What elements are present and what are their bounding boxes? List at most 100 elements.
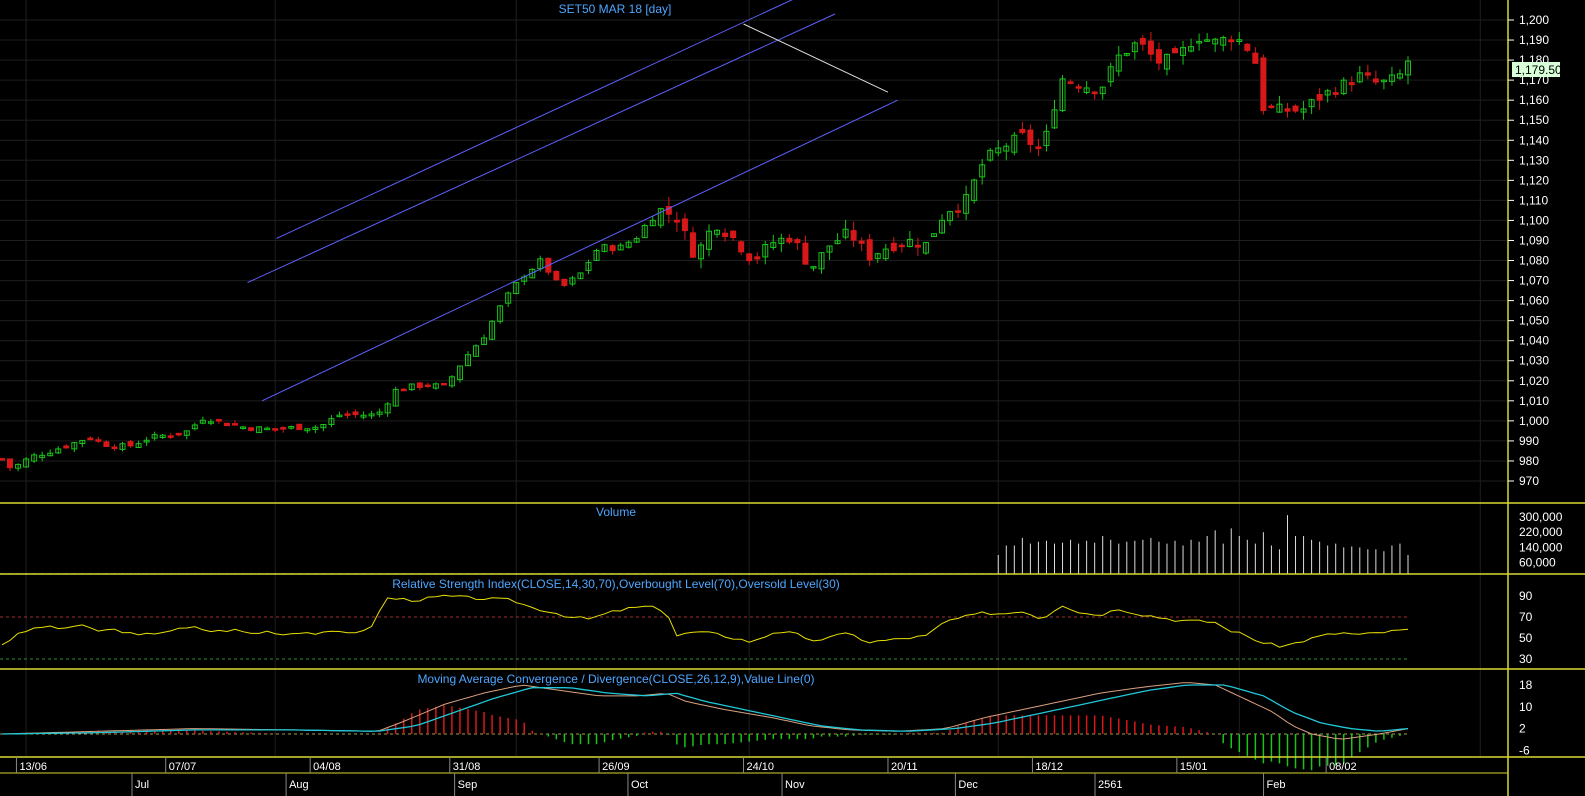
candle-body xyxy=(1091,91,1098,95)
price-tick-label: 1,100 xyxy=(1519,213,1549,227)
candle-body xyxy=(810,266,817,269)
volume-panel-title: Volume xyxy=(596,505,636,519)
candle-body xyxy=(577,272,584,280)
day-label: 31/08 xyxy=(453,761,481,773)
candle-body xyxy=(1075,86,1082,89)
candle-body xyxy=(432,383,439,389)
candle-body xyxy=(456,365,463,381)
candle-body xyxy=(890,242,897,252)
volume-tick-label: 140,000 xyxy=(1519,540,1563,554)
candle-body xyxy=(553,270,560,281)
candle-body xyxy=(1035,146,1042,150)
candle-body xyxy=(1276,103,1283,113)
candle-body xyxy=(786,237,793,243)
candle-body xyxy=(738,241,745,253)
candle-body xyxy=(191,424,198,430)
candle-body xyxy=(0,458,5,461)
price-tick-label: 980 xyxy=(1519,454,1539,468)
candle-body xyxy=(448,376,455,387)
price-tick-label: 1,120 xyxy=(1519,173,1549,187)
price-tick-label: 1,040 xyxy=(1519,334,1549,348)
channel-lower-line xyxy=(261,99,898,402)
rsi-line xyxy=(1,594,1409,648)
candle-body xyxy=(1139,37,1146,45)
candle-body xyxy=(770,242,777,248)
candle-body xyxy=(714,229,721,235)
candle-body xyxy=(1196,41,1203,44)
candle-body xyxy=(681,218,688,232)
price-tick-label: 1,130 xyxy=(1519,153,1549,167)
candle-body xyxy=(673,219,680,223)
candle-body xyxy=(617,244,624,251)
candle-body xyxy=(971,179,978,201)
candle-body xyxy=(481,337,488,345)
candle-body xyxy=(352,411,359,416)
month-label: Sep xyxy=(458,779,478,791)
candle-body xyxy=(143,439,150,443)
rsi-tick-label: 90 xyxy=(1519,589,1533,603)
macd-panel-title: Moving Average Convergence / Divergence(… xyxy=(417,672,814,686)
volume-panel xyxy=(1,515,1409,574)
candle-body xyxy=(183,430,190,436)
price-tick-label: 1,110 xyxy=(1519,193,1548,207)
candle-body xyxy=(15,463,22,469)
candle-body xyxy=(47,452,54,457)
candle-body xyxy=(31,454,38,462)
macd-panel xyxy=(0,682,1409,771)
candle-body xyxy=(1364,72,1371,76)
month-label: Aug xyxy=(289,779,309,791)
candle-body xyxy=(1244,43,1251,51)
channel-upper-line xyxy=(276,0,793,239)
month-label: 2561 xyxy=(1098,779,1122,791)
candle-body xyxy=(473,345,480,357)
candle-body xyxy=(328,418,335,425)
candle-body xyxy=(858,240,865,244)
volume-tick-label: 220,000 xyxy=(1519,525,1563,539)
candle-body xyxy=(1155,49,1162,64)
candle-body xyxy=(625,241,632,248)
candle-body xyxy=(1324,90,1331,96)
candle-body xyxy=(1332,92,1339,95)
day-label: 18/12 xyxy=(1035,761,1063,773)
candle-body xyxy=(135,443,142,448)
day-label: 07/07 xyxy=(169,761,197,773)
macd-tick-label: 10 xyxy=(1519,700,1533,714)
candle-body xyxy=(336,414,343,418)
candle-body xyxy=(264,427,271,431)
price-panel-title: SET50 MAR 18 [day] xyxy=(559,2,672,16)
signal-line xyxy=(1,684,1409,735)
candle-body xyxy=(1011,134,1018,153)
price-tick-label: 1,010 xyxy=(1519,394,1549,408)
day-label: 04/08 xyxy=(313,761,341,773)
candle-body xyxy=(689,232,696,258)
candle-body xyxy=(1212,38,1219,45)
price-tick-label: 1,020 xyxy=(1519,374,1549,388)
price-tick-label: 1,060 xyxy=(1519,294,1549,308)
candle-body xyxy=(1300,108,1307,113)
macd-tick-label: 2 xyxy=(1519,722,1526,736)
candle-body xyxy=(778,237,785,244)
last-price-tag: 1,179.50 xyxy=(1515,63,1562,77)
candle-body xyxy=(1099,86,1106,95)
candle-body xyxy=(296,423,303,431)
macd-line xyxy=(1,682,1409,740)
price-tick-label: 1,150 xyxy=(1519,113,1549,127)
candle-body xyxy=(400,388,407,392)
price-tick-label: 1,140 xyxy=(1519,133,1549,147)
candle-body xyxy=(1260,57,1267,112)
price-tick-label: 1,080 xyxy=(1519,254,1549,268)
candle-body xyxy=(231,423,238,426)
price-tick-label: 1,160 xyxy=(1519,93,1549,107)
candle-body xyxy=(1220,37,1227,46)
candle-body xyxy=(384,403,391,414)
candle-body xyxy=(1188,46,1195,52)
candle-body xyxy=(1316,94,1323,101)
candle-body xyxy=(866,239,873,261)
volume-tick-label: 300,000 xyxy=(1519,510,1563,524)
rsi-panel xyxy=(0,594,1409,660)
candle-body xyxy=(609,245,616,252)
candle-body xyxy=(898,244,905,248)
x-axis-labels: 13/06 07/07 04/08 31/08 26/09 24/10 20/11 18/12… xyxy=(15,757,1357,796)
candle-body xyxy=(1396,73,1403,79)
